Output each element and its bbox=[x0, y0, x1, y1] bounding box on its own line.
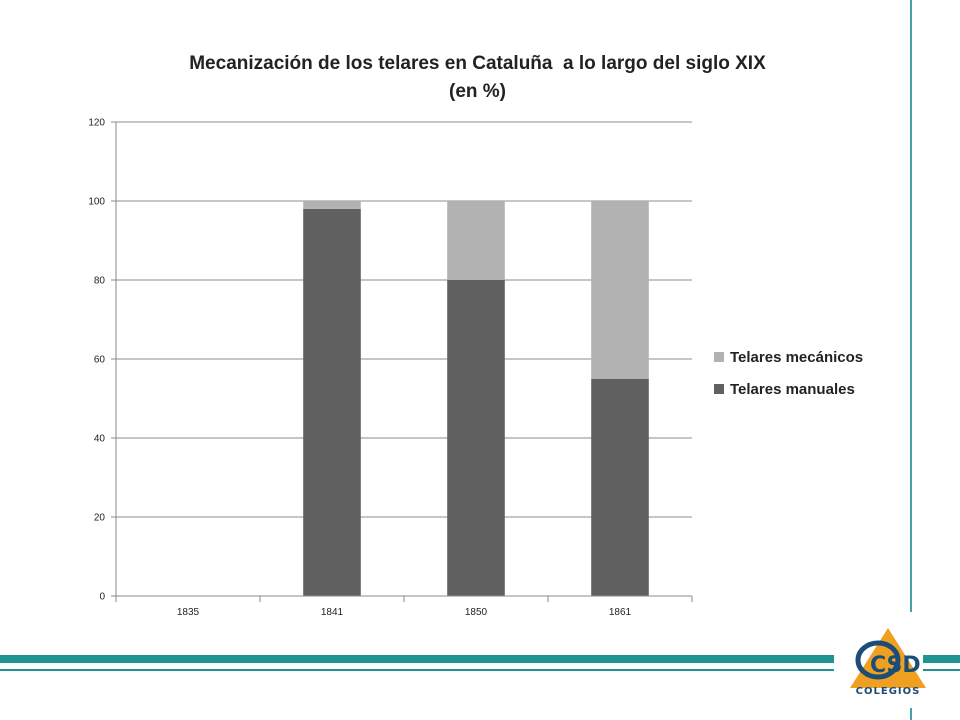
chart-title-line-1: Mecanización de los telares en Cataluña … bbox=[189, 53, 766, 74]
x-tick-label-1835: 1835 bbox=[177, 607, 200, 618]
right-divider-lower bbox=[910, 708, 912, 720]
legend-swatch bbox=[714, 352, 724, 362]
chart-title-line-2: (en %) bbox=[449, 81, 506, 102]
x-tick-labels: 1835 1841 1850 1861 bbox=[177, 607, 632, 618]
legend-item-telares-mec-nicos: Telares mecánicos bbox=[714, 341, 914, 373]
y-tick-label-20: 20 bbox=[94, 513, 106, 524]
x-tick-label-1841: 1841 bbox=[321, 607, 344, 618]
y-tick-label-120: 120 bbox=[88, 118, 105, 129]
bar-1861-telares-mec-nicos bbox=[591, 201, 649, 379]
logo-mark-text: CSD bbox=[870, 653, 921, 678]
footer-band-thick bbox=[0, 655, 834, 663]
x-tick-label-1861: 1861 bbox=[609, 607, 632, 618]
legend-label: Telares manuales bbox=[730, 380, 855, 398]
footer-band-right-thin bbox=[923, 669, 960, 671]
footer-band-right-thick bbox=[923, 655, 960, 663]
y-tick-labels: 0 20 40 60 80 100 120 bbox=[88, 118, 105, 603]
y-tick-label-60: 60 bbox=[94, 355, 106, 366]
logo-text: COLEGIOS bbox=[855, 686, 921, 697]
logo-c-ring bbox=[855, 640, 901, 680]
footer-band-thin bbox=[0, 669, 834, 671]
bar-1850-telares-mec-nicos bbox=[447, 201, 505, 280]
legend-item-telares-manuales: Telares manuales bbox=[714, 373, 914, 405]
bar-1850-telares-manuales bbox=[447, 280, 505, 596]
x-tick-label-1850: 1850 bbox=[465, 607, 488, 618]
bar-1861-telares-manuales bbox=[591, 378, 649, 596]
y-tick-label-80: 80 bbox=[94, 276, 106, 287]
axes bbox=[115, 122, 693, 602]
bars bbox=[303, 201, 649, 596]
legend-label: Telares mecánicos bbox=[730, 348, 864, 366]
legend: Telares mecánicos Telares manuales bbox=[714, 341, 914, 405]
y-tick-label-40: 40 bbox=[94, 434, 106, 445]
y-tick-label-0: 0 bbox=[99, 592, 105, 603]
legend-swatch bbox=[714, 384, 724, 394]
bar-1841-telares-manuales bbox=[303, 208, 361, 596]
right-divider-upper bbox=[910, 0, 912, 612]
chart-title: Mecanización de los telares en Cataluña … bbox=[115, 50, 840, 106]
csd-logo-icon: CSD bbox=[850, 628, 926, 688]
y-tick-label-100: 100 bbox=[88, 197, 105, 208]
bar-1841-telares-mec-nicos bbox=[303, 201, 361, 209]
